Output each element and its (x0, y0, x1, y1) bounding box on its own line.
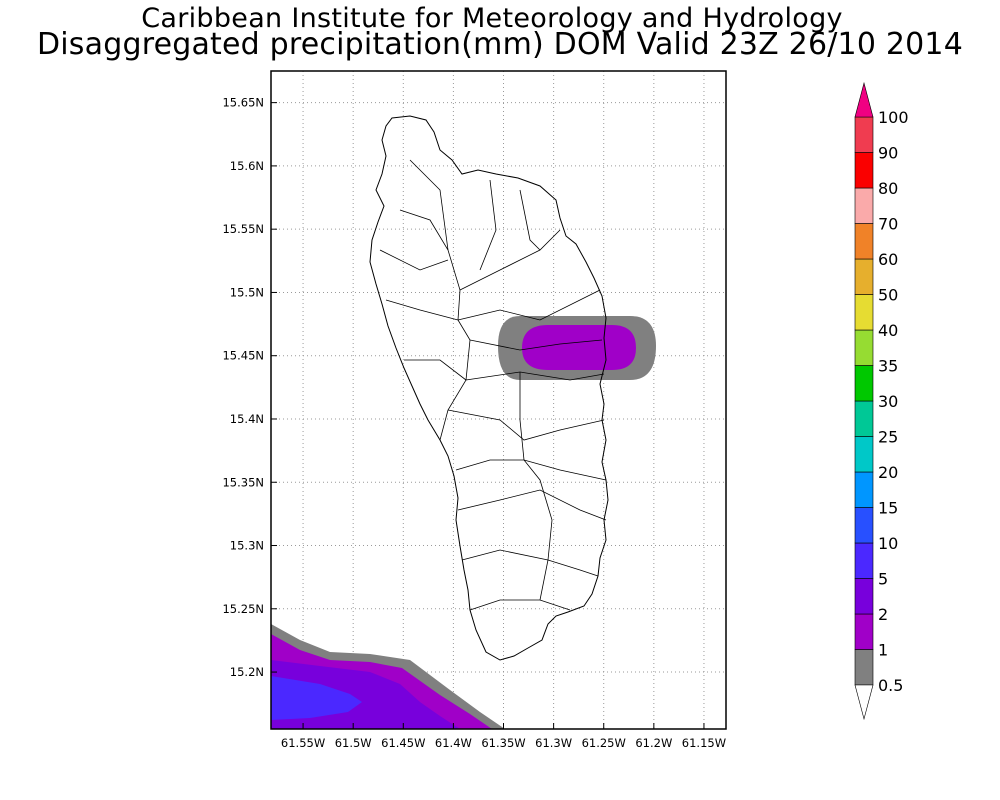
colorbar-label: 10 (878, 534, 898, 553)
colorbar-swatch (854, 329, 874, 366)
east-coast-precip-cell (498, 316, 656, 380)
lon-tick-label: 61.3W (535, 736, 572, 750)
colorbar-swatch (854, 578, 874, 615)
grid-lines (271, 71, 726, 729)
lat-tick-label: 15.25N (222, 602, 264, 616)
colorbar-swatch (854, 471, 874, 508)
colorbar-swatch (854, 542, 874, 579)
plot-frame (270, 70, 727, 730)
colorbar-swatch (854, 223, 874, 260)
lat-tick-label: 15.35N (222, 475, 264, 489)
lon-tick-label: 61.25W (582, 736, 626, 750)
lat-tick-label: 15.45N (222, 349, 264, 363)
lon-tick-label: 61.4W (435, 736, 472, 750)
institution-title: Caribbean Institute for Meteorology and … (141, 3, 843, 34)
colorbar-label: 25 (878, 428, 898, 447)
colorbar-swatch (854, 294, 874, 331)
colorbar-label: 100 (878, 108, 909, 127)
southwest-precip-cell (271, 624, 505, 729)
colorbar-swatch (854, 258, 874, 295)
lat-tick-label: 15.3N (230, 539, 264, 553)
lat-tick-label: 15.2N (230, 665, 264, 679)
colorbar-label: 50 (878, 286, 898, 305)
lat-tick-label: 15.4N (230, 412, 264, 426)
colorbar-swatch (854, 649, 874, 686)
colorbar-swatch (854, 152, 874, 189)
lon-tick-label: 61.2W (635, 736, 672, 750)
lon-tick-label: 61.5W (335, 736, 372, 750)
colorbar-label: 70 (878, 215, 898, 234)
colorbar-swatch (854, 613, 874, 650)
colorbar-label: 0.5 (878, 676, 903, 695)
lat-tick-label: 15.6N (230, 159, 264, 173)
colorbar-high-arrow (854, 81, 874, 118)
colorbar-label: 30 (878, 392, 898, 411)
colorbar-swatch (854, 507, 874, 544)
colorbar-label: 60 (878, 250, 898, 269)
colorbar-swatch (854, 400, 874, 437)
colorbar-swatch (854, 187, 874, 224)
sw-shade-5-10 (271, 676, 362, 720)
lon-tick-label: 61.55W (281, 736, 325, 750)
colorbar-label: 35 (878, 357, 898, 376)
lon-tick-label: 61.35W (481, 736, 525, 750)
lat-tick-label: 15.5N (230, 285, 264, 299)
colorbar-swatch (854, 116, 874, 153)
watershed-boundaries (379, 159, 607, 611)
colorbar-label: 90 (878, 144, 898, 163)
colorbar-label: 80 (878, 179, 898, 198)
lon-tick-label: 61.45W (381, 736, 425, 750)
colorbar-label: 1 (878, 641, 888, 660)
colorbar-label: 2 (878, 605, 888, 624)
colorbar-label: 5 (878, 570, 888, 589)
colorbar-swatch (854, 436, 874, 473)
map-title: Disaggregated precipitation(mm) DOM Vali… (36, 27, 964, 62)
colorbar-label: 15 (878, 499, 898, 518)
colorbar-label: 40 (878, 321, 898, 340)
colorbar-low-arrow (854, 684, 874, 721)
lat-tick-label: 15.55N (222, 222, 264, 236)
colorbar-label: 20 (878, 463, 898, 482)
lon-tick-label: 61.15W (682, 736, 726, 750)
longitude-axis: 61.55W 61.5W 61.45W 61.4W 61.35W 61.3W 61.25W 6… (281, 723, 726, 750)
lat-tick-label: 15.65N (222, 96, 264, 110)
dominica-coastline (369, 115, 609, 661)
east-shade-1-2 (522, 325, 636, 370)
latitude-axis: 15.65N 15.6N 15.55N 15.5N 15.45N 15.4N 15.35N 1… (222, 96, 277, 679)
colorbar-swatch (854, 365, 874, 402)
